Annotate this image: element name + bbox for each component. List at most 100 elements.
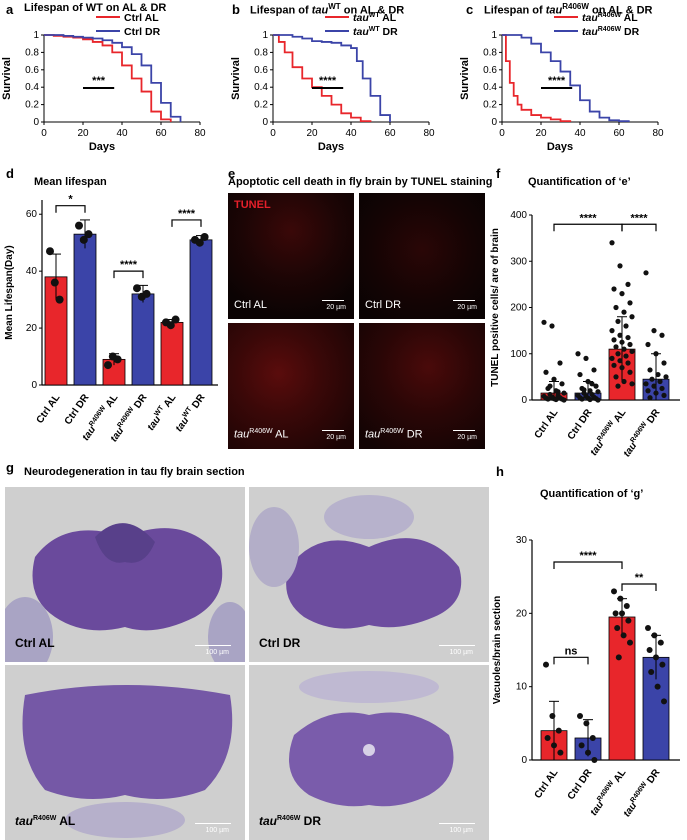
panel-title-a: Lifespan of WT on AL & DR xyxy=(24,2,167,14)
scale-bar xyxy=(195,645,231,646)
data-point xyxy=(651,632,658,639)
data-point xyxy=(195,238,204,247)
data-point xyxy=(619,365,625,371)
data-point xyxy=(543,661,549,668)
data-point xyxy=(661,698,667,705)
y-tick-label: 20 xyxy=(516,608,528,619)
data-point xyxy=(547,383,553,389)
x-tick-label: 60 xyxy=(384,128,396,139)
data-point xyxy=(46,247,54,256)
data-point xyxy=(645,341,651,348)
chart-b-survival: 0 0.2 0.4 0.6 0.8 1 0 20 40 60 80 Days Survival tauWT… xyxy=(230,12,435,153)
panel-title-e: Apoptotic cell death in fly brain by TUN… xyxy=(228,176,493,188)
data-point xyxy=(619,610,625,617)
scale-label: 20 µm xyxy=(457,434,477,441)
data-point xyxy=(623,323,629,329)
bar-5 xyxy=(189,239,213,386)
x-tick-label: 80 xyxy=(423,128,435,139)
comparison-label-0: * xyxy=(68,194,73,206)
comparison-label-0: **** xyxy=(579,212,597,224)
y-tick-label: 40 xyxy=(26,266,38,277)
tunel-image-tau-dr: tauR406W DR 20 µm xyxy=(359,323,485,449)
comparison-bracket-1 xyxy=(113,270,144,279)
y-tick-label: 0 xyxy=(31,380,37,391)
x-tick-label: 60 xyxy=(613,128,625,139)
data-point xyxy=(625,334,631,341)
data-point xyxy=(543,369,549,375)
y-tick-label: 60 xyxy=(26,209,38,220)
comparison-bracket-0 xyxy=(553,223,623,232)
data-point xyxy=(171,315,180,324)
data-point xyxy=(609,328,615,334)
data-point xyxy=(553,396,559,403)
data-point xyxy=(647,367,653,373)
y-axis-label: Vacuoles/brain section xyxy=(492,596,503,704)
data-point xyxy=(591,757,598,763)
image-label: Ctrl DR xyxy=(365,299,402,311)
image-label: tauR406W AL xyxy=(15,814,76,828)
x-axis-label: Days xyxy=(547,141,573,153)
data-point xyxy=(647,395,653,401)
data-point xyxy=(615,318,621,324)
data-point xyxy=(663,374,669,380)
data-point xyxy=(645,625,651,631)
y-tick-label: 0 xyxy=(262,117,268,128)
chart-f-tunel-quant: 0 100 200 300 400 TUNEL positive cells/ are o… xyxy=(490,210,680,459)
data-point xyxy=(617,332,623,338)
significance-label: *** xyxy=(92,75,106,87)
data-point xyxy=(659,661,666,668)
data-point xyxy=(648,669,655,675)
data-point xyxy=(544,735,551,741)
data-point xyxy=(595,397,601,403)
x-tick-label: 0 xyxy=(270,128,276,139)
legend-label-0: tauWT AL xyxy=(353,12,397,24)
data-point xyxy=(629,314,635,320)
image-label: Ctrl AL xyxy=(15,636,55,650)
data-point xyxy=(653,654,659,661)
scale-bar xyxy=(439,645,475,646)
series-line-1 xyxy=(273,34,391,122)
data-point xyxy=(581,387,587,393)
series-line-1 xyxy=(44,34,182,122)
data-point xyxy=(50,278,59,287)
category-label-1: Ctrl DR xyxy=(566,407,595,442)
tunel-image-ctrl-al: TUNEL Ctrl AL 20 µm xyxy=(228,193,354,319)
x-tick-label: 80 xyxy=(194,128,206,139)
data-point xyxy=(113,355,122,364)
data-point xyxy=(643,270,649,276)
data-point xyxy=(617,263,623,269)
comparison-bracket-2 xyxy=(171,219,202,227)
y-tick-label: 20 xyxy=(26,323,38,334)
x-tick-label: 20 xyxy=(306,128,318,139)
data-point xyxy=(75,221,83,230)
data-point xyxy=(615,351,621,357)
y-tick-label: 0 xyxy=(521,395,527,406)
comparison-label-0: ns xyxy=(565,645,578,657)
scale-label: 100 µm xyxy=(205,827,230,834)
y-tick-label: 300 xyxy=(510,256,527,267)
legend-label-0: Ctrl AL xyxy=(124,12,159,24)
category-label-0: Ctrl AL xyxy=(533,407,561,440)
data-point xyxy=(559,381,565,387)
data-point xyxy=(609,240,615,246)
scale-label: 100 µm xyxy=(449,649,474,656)
comparison-label-2: **** xyxy=(178,208,196,220)
histology-image-ctrl-al: Ctrl AL 100 µm xyxy=(5,487,245,662)
data-point xyxy=(611,286,617,292)
comparison-bracket-2 xyxy=(621,583,657,591)
data-point xyxy=(589,381,595,387)
data-point xyxy=(654,683,661,690)
data-point xyxy=(579,396,585,402)
data-point xyxy=(589,735,596,741)
category-label-5: tauWT DR xyxy=(173,391,208,434)
data-point xyxy=(611,362,617,368)
panel-title-b: Lifespan of tauWT on AL & DR xyxy=(250,2,405,17)
y-tick-label: 30 xyxy=(516,535,528,546)
panel-title-h: Quantification of ‘g’ xyxy=(540,488,644,500)
data-point xyxy=(649,376,655,382)
y-tick-label: 0.2 xyxy=(254,100,268,111)
x-axis-label: Days xyxy=(89,141,115,153)
data-point xyxy=(561,390,567,396)
y-tick-label: 1 xyxy=(33,30,39,41)
data-point xyxy=(661,360,667,366)
